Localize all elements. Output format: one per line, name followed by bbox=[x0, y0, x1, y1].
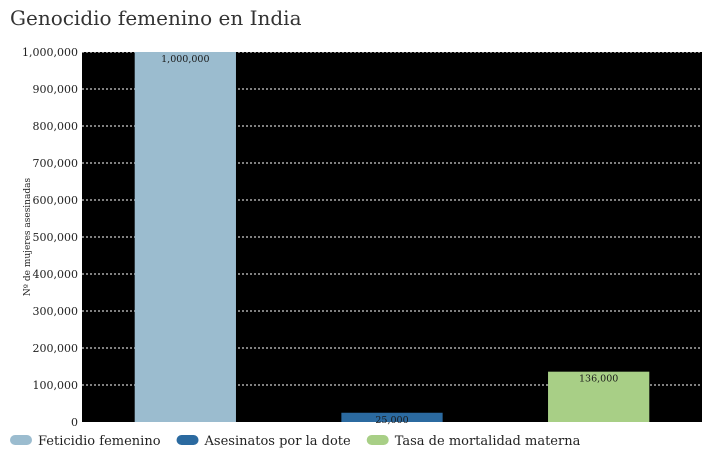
y-tick-label: 600,000 bbox=[33, 194, 79, 207]
y-tick-label: 500,000 bbox=[33, 231, 79, 244]
bar-3 bbox=[548, 371, 650, 422]
y-tick-label: 1,000,000 bbox=[22, 46, 78, 59]
bar-2 bbox=[341, 412, 443, 422]
y-tick-label: 100,000 bbox=[33, 379, 79, 392]
legend-label: Asesinatos por la dote bbox=[204, 434, 351, 449]
data-labels: 1,000,000 25,000 136,000 bbox=[161, 54, 618, 426]
bar-value-label: 136,000 bbox=[579, 374, 618, 385]
bar-value-label: 1,000,000 bbox=[161, 54, 209, 65]
y-tick-label: 700,000 bbox=[33, 157, 79, 170]
chart-title: Genocidio femenino en India bbox=[10, 6, 302, 30]
y-axis-label: Nº de mujeres asesinadas bbox=[23, 178, 33, 297]
y-axis-ticks: 0 100,000 200,000 300,000 400,000 500,000 600,… bbox=[22, 46, 78, 429]
y-tick-label: 800,000 bbox=[33, 120, 79, 133]
y-tick-label: 300,000 bbox=[33, 305, 79, 318]
legend-item: Feticidio femenino bbox=[10, 434, 161, 449]
legend-label: Tasa de mortalidad materna bbox=[395, 434, 581, 449]
legend-swatch bbox=[10, 435, 32, 445]
legend-item: Asesinatos por la dote bbox=[176, 434, 351, 449]
y-tick-label: 0 bbox=[71, 416, 78, 429]
bar-value-label: 25,000 bbox=[375, 415, 408, 426]
legend-label: Feticidio femenino bbox=[38, 434, 161, 449]
y-tick-label: 200,000 bbox=[33, 342, 79, 355]
legend-item: Tasa de mortalidad materna bbox=[366, 434, 581, 449]
legend-swatch bbox=[176, 435, 199, 445]
y-tick-label: 900,000 bbox=[33, 83, 79, 96]
legend: Feticidio femenino Asesinatos por la dote… bbox=[10, 434, 581, 449]
legend-swatch bbox=[366, 435, 389, 445]
bars bbox=[134, 52, 650, 422]
y-tick-label: 400,000 bbox=[33, 268, 79, 281]
bar-1 bbox=[134, 52, 236, 422]
